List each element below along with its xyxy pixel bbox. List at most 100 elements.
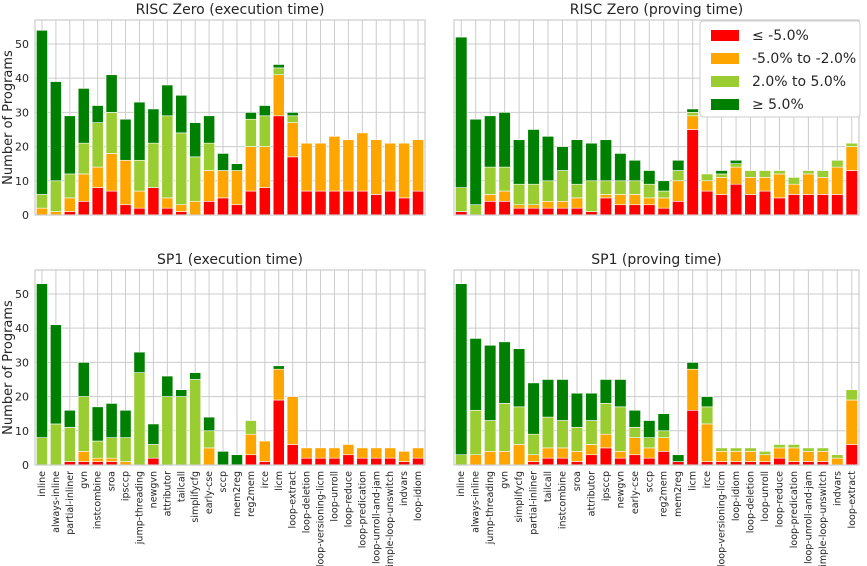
bar-ipsccp-series-0 <box>599 447 612 466</box>
bar-irce-series-2 <box>701 406 714 425</box>
bar-ipsccp-series-1 <box>599 433 612 449</box>
bar-licm-series-3 <box>686 362 699 370</box>
bar-loop-idiom-series-2 <box>729 163 743 168</box>
bar-loop-reduce-series-1 <box>773 173 786 199</box>
x-tick-label-partial-inliner: partial-inliner <box>529 471 540 535</box>
bar-mem2reg-series-3 <box>672 454 685 462</box>
bar-loop-deletion-series-0 <box>744 194 757 216</box>
bar-irce-series-3 <box>701 396 714 408</box>
bar-loop-extract-series-1 <box>845 146 858 171</box>
bar-licm-series-0 <box>272 399 285 466</box>
bar-irce-series-2 <box>701 173 714 182</box>
bar-mem2reg-series-0 <box>672 201 685 216</box>
bar-always-inline-series-2 <box>469 204 482 216</box>
y-tick-label: 40 <box>15 322 29 335</box>
bar-instcombine-series-1 <box>91 166 104 188</box>
bar-irce-series-0 <box>701 190 714 216</box>
x-tick-label-ipsccp: ipsccp <box>121 471 132 501</box>
y-tick-label: 20 <box>15 141 29 154</box>
bar-loop-unroll-series-0 <box>758 190 772 216</box>
x-tick-label-loop-extract: loop-extract <box>288 471 299 529</box>
x-tick-label-loop-unroll: loop-unroll <box>329 471 340 522</box>
bar-loop-predication-series-1 <box>787 183 800 195</box>
bar-gvn-series-2 <box>77 142 90 175</box>
bar-loop-deletion-series-1 <box>300 142 313 192</box>
y-tick-label: 40 <box>15 72 29 85</box>
bar-simplifycfg-series-3 <box>513 139 526 185</box>
bar-sccp-series-2 <box>643 437 656 449</box>
bar-loop-extract-series-2 <box>286 115 299 123</box>
bar-loop-unroll-series-0 <box>328 457 341 466</box>
bar-irce-series-0 <box>258 187 271 216</box>
bar-loop-versioning-licm-series-0 <box>314 457 327 466</box>
bar-newgvn-series-2 <box>147 142 160 188</box>
bar-loop-extract-series-2 <box>845 142 858 147</box>
bar-attributor-series-1 <box>161 197 174 209</box>
bar-loop-deletion-series-2 <box>744 447 757 452</box>
bar-loop-extract-series-2 <box>845 389 858 401</box>
bar-sccp-series-0 <box>643 457 656 466</box>
bar-reg2mem-series-0 <box>657 451 670 466</box>
bar-reg2mem-series-2 <box>245 420 257 435</box>
chart-title: RISC Zero (proving time) <box>570 2 743 18</box>
bar-irce-series-1 <box>701 180 714 192</box>
bar-jump-threading-series-2 <box>133 372 146 466</box>
bar-licm-series-3 <box>686 108 699 113</box>
bar-sroa-series-2 <box>570 183 584 199</box>
bar-mem2reg-series-2 <box>672 170 685 182</box>
bar-sroa-series-0 <box>570 207 584 216</box>
bar-instcombine-series-2 <box>556 420 569 449</box>
bar-licm-series-0 <box>686 129 699 216</box>
bar-sroa-series-2 <box>105 112 118 154</box>
bar-attributor-series-2 <box>161 396 174 466</box>
bar-inline-series-3 <box>455 283 468 456</box>
bar-ipsccp-series-3 <box>599 379 612 404</box>
y-tick-label: 50 <box>15 38 29 51</box>
bar-jump-threading-series-3 <box>484 115 497 168</box>
bar-simplifycfg-series-0 <box>513 207 526 216</box>
x-tick-label-always-inline: always-inline <box>471 471 482 533</box>
bar-indvars-series-0 <box>831 194 844 216</box>
x-tick-label-always-inline: always-inline <box>51 471 62 533</box>
bar-early-cse-series-2 <box>628 427 641 438</box>
bar-newgvn-series-2 <box>614 180 627 195</box>
bar-instcombine-series-0 <box>556 207 569 216</box>
bar-gvn-series-1 <box>498 451 511 466</box>
bar-newgvn-series-3 <box>147 423 160 445</box>
bar-gvn-series-2 <box>498 166 511 192</box>
bar-ipsccp-series-1 <box>119 159 132 206</box>
x-tick-label-simplifycfg: simplifycfg <box>190 471 201 523</box>
bar-sroa-series-2 <box>105 437 118 459</box>
bar-simple-loop-unswitch-series-1 <box>816 451 829 462</box>
x-tick-label-tailcall: tailcall <box>176 471 187 502</box>
y-tick-label: 10 <box>15 175 29 188</box>
legend-label-ge-5: ≥ 5.0% <box>752 97 804 113</box>
bar-inline-series-2 <box>455 454 468 466</box>
x-tick-label-partial-inliner: partial-inliner <box>65 471 76 535</box>
x-tick-label-instcombine: instcombine <box>93 471 104 529</box>
bar-reg2mem-series-2 <box>245 118 257 147</box>
bar-loop-reduce-series-1 <box>773 447 786 459</box>
y-tick-label: 30 <box>15 356 29 369</box>
chart-title: SP1 (proving time) <box>591 252 722 268</box>
panel-risc-zero-proving-time: RISC Zero (proving time) <box>453 2 860 216</box>
axes-frame <box>453 269 860 466</box>
bar-loop-reduce-series-2 <box>773 170 786 175</box>
x-tick-label-early-cse: early-cse <box>204 471 215 514</box>
bar-indvars-series-1 <box>831 166 844 195</box>
bar-irce-series-2 <box>258 115 271 147</box>
axes-frame <box>34 269 426 466</box>
bar-loop-extract-series-1 <box>286 396 299 445</box>
bar-partial-inliner-series-3 <box>63 115 76 175</box>
legend-swatch-ge-5 <box>711 99 739 110</box>
x-tick-label-loop-reduce: loop-reduce <box>343 471 354 528</box>
bar-simplifycfg-series-1 <box>513 444 526 466</box>
axes-frame <box>34 19 426 216</box>
bar-tailcall-series-2 <box>175 132 188 206</box>
bar-licm-series-1 <box>272 368 285 401</box>
bar-loop-idiom-series-0 <box>729 183 743 216</box>
bar-tailcall-series-1 <box>541 201 555 209</box>
bar-licm-series-0 <box>272 115 285 216</box>
bar-sccp-series-1 <box>643 447 656 459</box>
bar-inline-series-3 <box>36 29 48 195</box>
